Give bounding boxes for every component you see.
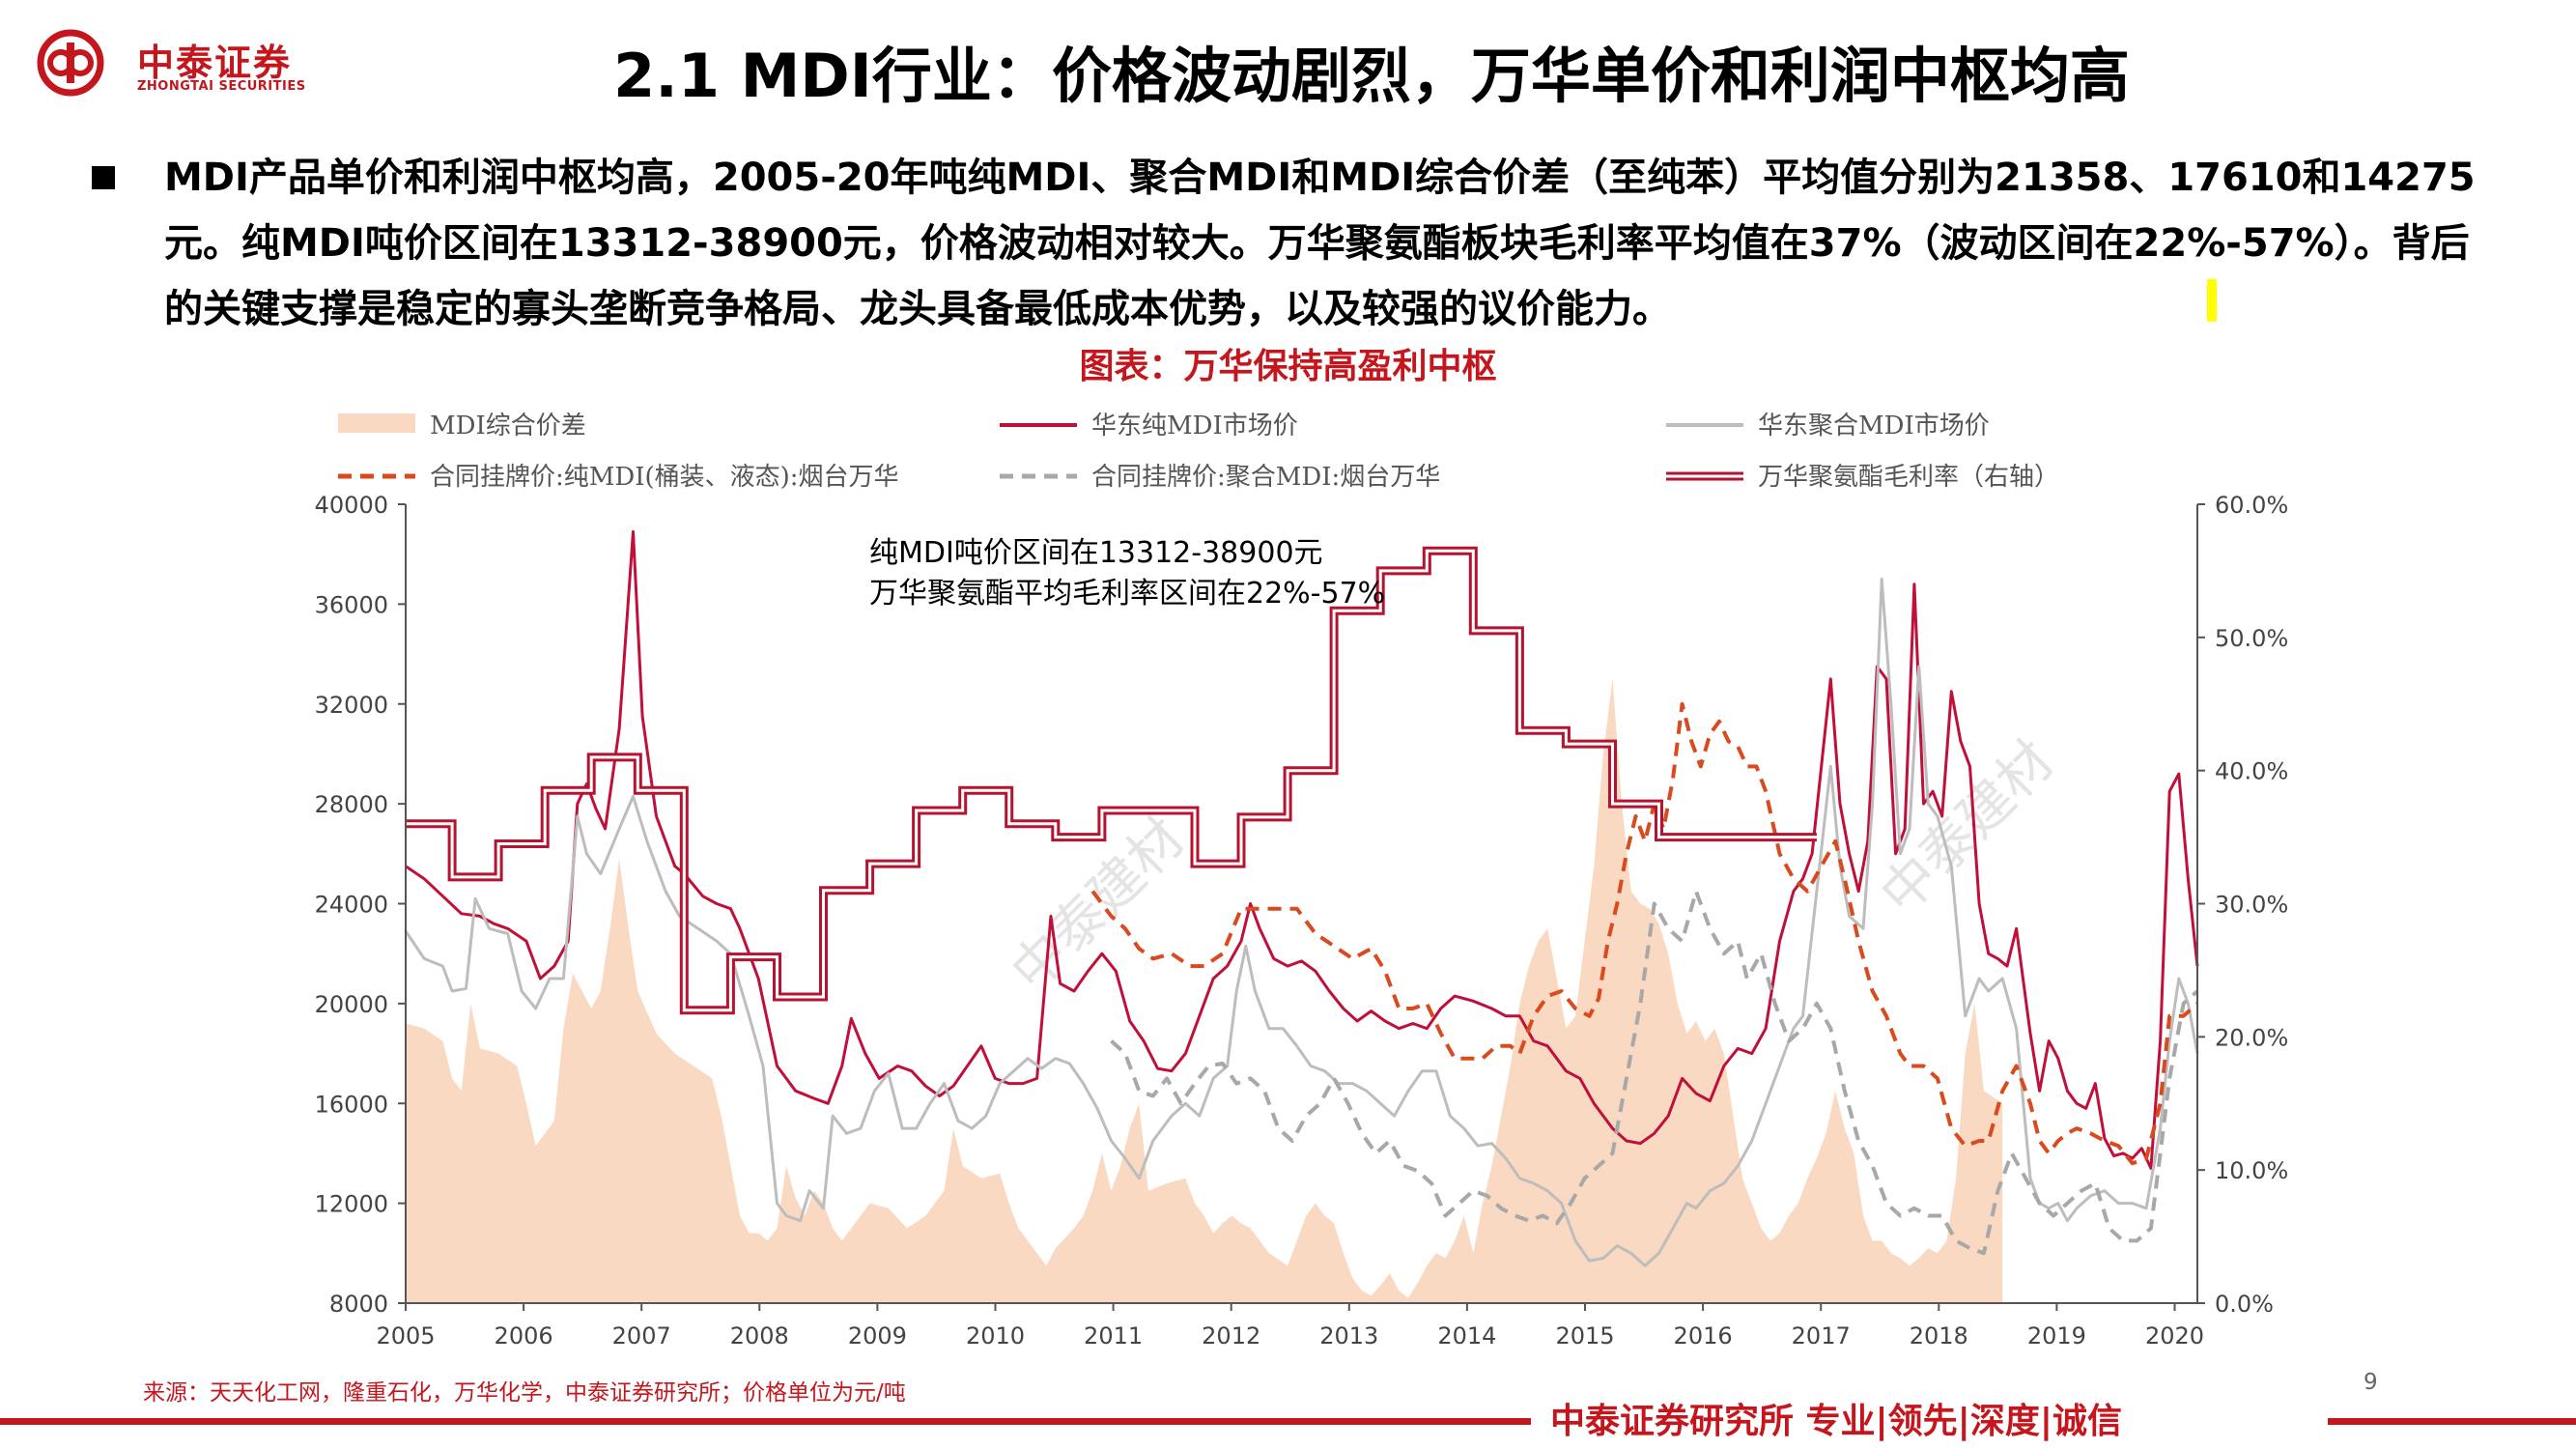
y-left-tick-label: 24000 <box>315 892 388 919</box>
y-right-tick-label: 60.0% <box>2215 492 2288 519</box>
y-right-tick-label: 50.0% <box>2215 625 2288 652</box>
x-tick-label: 2011 <box>1084 1322 1143 1350</box>
legend-swatch-area <box>338 413 415 433</box>
chart-annotation: 纯MDI吨价区间在13312-38900元 <box>869 536 1323 570</box>
annotation-group: 纯MDI吨价区间在13312-38900元万华聚氨酯平均毛利率区间在22%-57… <box>869 536 1385 611</box>
x-tick-label: 2014 <box>1437 1322 1496 1350</box>
y-left-tick-label: 36000 <box>315 591 388 618</box>
x-tick-label: 2009 <box>848 1322 907 1350</box>
y-left-tick-label: 28000 <box>315 791 388 818</box>
legend-label: 合同挂牌价:聚合MDI:烟台万华 <box>1091 463 1440 492</box>
x-tick-label: 2019 <box>2027 1322 2086 1350</box>
page-number: 9 <box>2364 1370 2378 1395</box>
x-tick-label: 2013 <box>1319 1322 1378 1350</box>
legend-label: 华东纯MDI市场价 <box>1091 412 1298 440</box>
chart-annotation: 万华聚氨酯平均毛利率区间在22%-57% <box>869 577 1385 611</box>
x-tick-label: 2018 <box>1910 1322 1968 1350</box>
x-tick-label: 2006 <box>495 1322 553 1350</box>
y-right-tick-label: 20.0% <box>2215 1024 2288 1051</box>
y-left-tick-label: 32000 <box>315 692 388 719</box>
y-left-tick-label: 12000 <box>315 1191 388 1218</box>
x-tick-label: 2008 <box>730 1322 789 1350</box>
x-tick-label: 2010 <box>966 1322 1025 1350</box>
y-right-tick-label: 30.0% <box>2215 892 2288 919</box>
legend-label: 万华聚氨酯毛利率（右轴） <box>1758 463 2059 492</box>
y-right-tick-label: 40.0% <box>2215 758 2288 785</box>
series-area-spread <box>406 679 2002 1303</box>
x-tick-label: 2020 <box>2145 1322 2204 1350</box>
x-tick-label: 2016 <box>1674 1322 1733 1350</box>
footer-divider-left <box>0 1418 1531 1425</box>
x-tick-label: 2015 <box>1555 1322 1614 1350</box>
legend-group: MDI综合价差 华东纯MDI市场价 华东聚合MDI市场价合同挂牌价:纯MDI(桶装、… <box>338 412 2059 492</box>
footer-divider-right <box>2328 1418 2576 1425</box>
legend-label: 合同挂牌价:纯MDI(桶装、液态):烟台万华 <box>430 463 899 492</box>
x-tick-label: 2017 <box>1792 1322 1851 1350</box>
y-left-tick-label: 8000 <box>329 1291 388 1318</box>
y-right-tick-label: 0.0% <box>2215 1291 2274 1318</box>
y-left-tick-label: 20000 <box>315 991 388 1018</box>
source-note: 来源：天天化工网，隆重石化，万华化学，中泰证券研究所；价格单位为元/吨 <box>143 1374 906 1406</box>
y-left-tick-label: 40000 <box>315 492 388 519</box>
y-right-tick-label: 10.0% <box>2215 1157 2288 1184</box>
y-left-tick-label: 16000 <box>315 1091 388 1118</box>
x-tick-label: 2005 <box>376 1322 435 1350</box>
legend-label: MDI综合价差 <box>430 412 586 440</box>
x-tick-label: 2007 <box>612 1322 671 1350</box>
x-tick-label: 2012 <box>1202 1322 1260 1350</box>
legend-label: 华东聚合MDI市场价 <box>1758 412 1990 440</box>
footer-slogan: 中泰证券研究所 专业|领先|深度|诚信 <box>1550 1393 2122 1443</box>
spread-area-group <box>406 679 2002 1303</box>
